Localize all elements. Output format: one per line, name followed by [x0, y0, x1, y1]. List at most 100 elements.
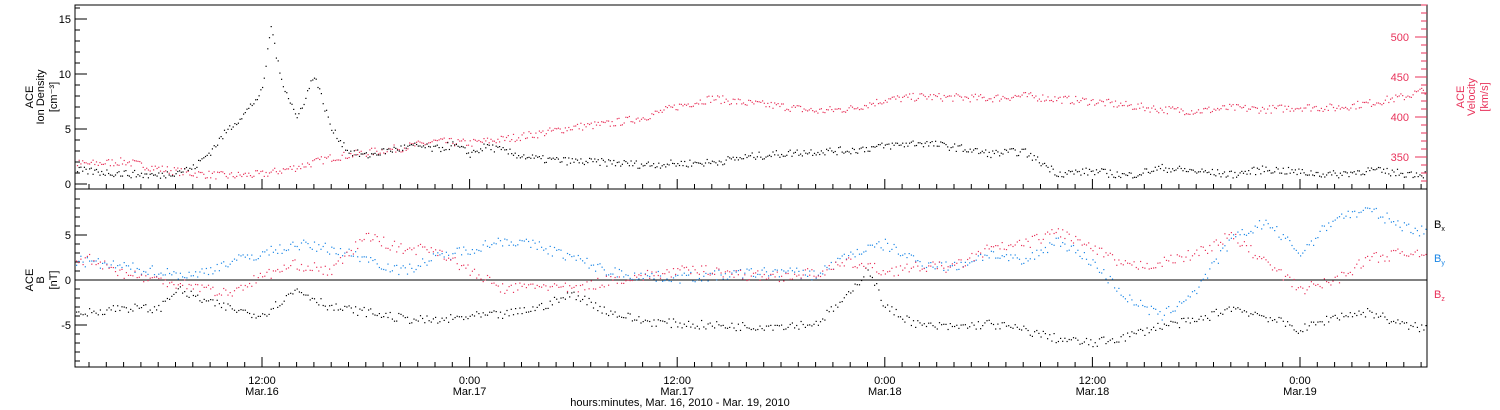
- density-point: [301, 107, 303, 109]
- by-point: [1204, 273, 1206, 275]
- density-point: [800, 153, 802, 155]
- bx-point: [300, 292, 303, 294]
- bx-point: [962, 324, 964, 326]
- velocity-point: [829, 106, 831, 108]
- density-point: [824, 154, 826, 156]
- by-point: [748, 269, 750, 271]
- velocity-point: [647, 119, 649, 121]
- bx-point: [943, 323, 945, 325]
- density-point: [1166, 171, 1168, 173]
- velocity-point: [817, 112, 819, 114]
- density-point: [903, 146, 905, 148]
- bx-point: [603, 306, 605, 308]
- velocity-point: [976, 99, 978, 101]
- by-point: [865, 250, 867, 252]
- bz-point: [1070, 240, 1072, 242]
- bx-point: [573, 291, 575, 293]
- bx-point: [746, 327, 748, 329]
- bz-point: [84, 257, 86, 259]
- density-point: [196, 166, 198, 168]
- bx-point: [765, 325, 768, 327]
- density-point: [1185, 170, 1187, 173]
- bx-point: [1120, 336, 1122, 338]
- x-tick-time-label: 0:00: [1289, 375, 1310, 387]
- bz-point: [1269, 264, 1271, 266]
- velocity-point: [1306, 104, 1309, 106]
- bx-point: [737, 323, 739, 325]
- velocity-point: [1369, 99, 1371, 101]
- bz-point: [1332, 280, 1334, 282]
- density-point: [531, 154, 534, 156]
- bx-point: [986, 320, 988, 322]
- bz-point: [1287, 274, 1289, 276]
- density-point: [1147, 171, 1149, 173]
- bz-point: [1395, 250, 1397, 252]
- bx-point: [480, 316, 482, 318]
- density-point: [113, 175, 115, 178]
- velocity-point: [756, 101, 758, 103]
- bfield-tick-label: -5: [61, 320, 71, 332]
- by-point: [121, 266, 123, 269]
- velocity-point: [1289, 110, 1291, 112]
- velocity-point: [113, 165, 115, 167]
- bx-point: [783, 328, 785, 331]
- bx-point: [147, 311, 149, 313]
- by-point: [1215, 258, 1217, 260]
- by-point: [1196, 292, 1198, 295]
- bz-point: [958, 259, 960, 261]
- bz-point: [162, 283, 164, 285]
- by-point: [370, 257, 372, 259]
- bz-point: [190, 284, 192, 286]
- velocity-point: [706, 96, 708, 98]
- velocity-point: [310, 166, 312, 168]
- velocity-point: [1064, 95, 1066, 97]
- bx-point: [1057, 340, 1059, 343]
- density-point: [253, 103, 255, 105]
- bx-point: [1347, 316, 1349, 318]
- by-point: [1090, 264, 1092, 266]
- bx-point: [1295, 330, 1297, 333]
- bz-point: [677, 268, 679, 270]
- bx-point: [387, 316, 389, 319]
- bz-point: [1330, 284, 1332, 286]
- bx-point: [1200, 315, 1202, 317]
- density-point: [1282, 167, 1284, 169]
- bz-point: [1414, 251, 1416, 253]
- bx-point: [173, 293, 175, 295]
- velocity-point: [1127, 105, 1129, 107]
- density-point: [1277, 168, 1279, 170]
- by-point: [134, 271, 136, 273]
- velocity-point: [1227, 108, 1229, 111]
- density-point: [485, 147, 487, 149]
- velocity-point: [957, 94, 959, 96]
- velocity-point: [391, 148, 393, 150]
- bz-point: [238, 286, 240, 289]
- density-point: [1189, 168, 1191, 171]
- bz-point: [313, 262, 316, 264]
- by-point: [882, 249, 884, 251]
- velocity-point: [308, 163, 310, 165]
- by-point: [1060, 245, 1062, 247]
- bz-point: [486, 274, 489, 277]
- by-point: [967, 264, 969, 266]
- velocity-point: [1261, 106, 1264, 108]
- velocity-point: [486, 137, 489, 139]
- bz-point: [363, 238, 365, 241]
- bx-point: [1395, 322, 1397, 324]
- by-point: [275, 249, 277, 251]
- velocity-point: [815, 110, 817, 112]
- by-point: [839, 258, 841, 260]
- velocity-point: [459, 140, 461, 142]
- bx-point: [549, 300, 551, 302]
- by-point: [225, 265, 227, 267]
- by-point: [244, 256, 246, 258]
- by-point: [577, 254, 579, 257]
- bx-point: [329, 305, 331, 307]
- density-point: [281, 78, 283, 80]
- bx-point: [1034, 331, 1036, 333]
- by-point: [409, 263, 411, 265]
- by-point: [1107, 282, 1109, 284]
- by-point: [811, 279, 813, 281]
- bx-point: [229, 305, 231, 307]
- bx-point: [1150, 329, 1152, 331]
